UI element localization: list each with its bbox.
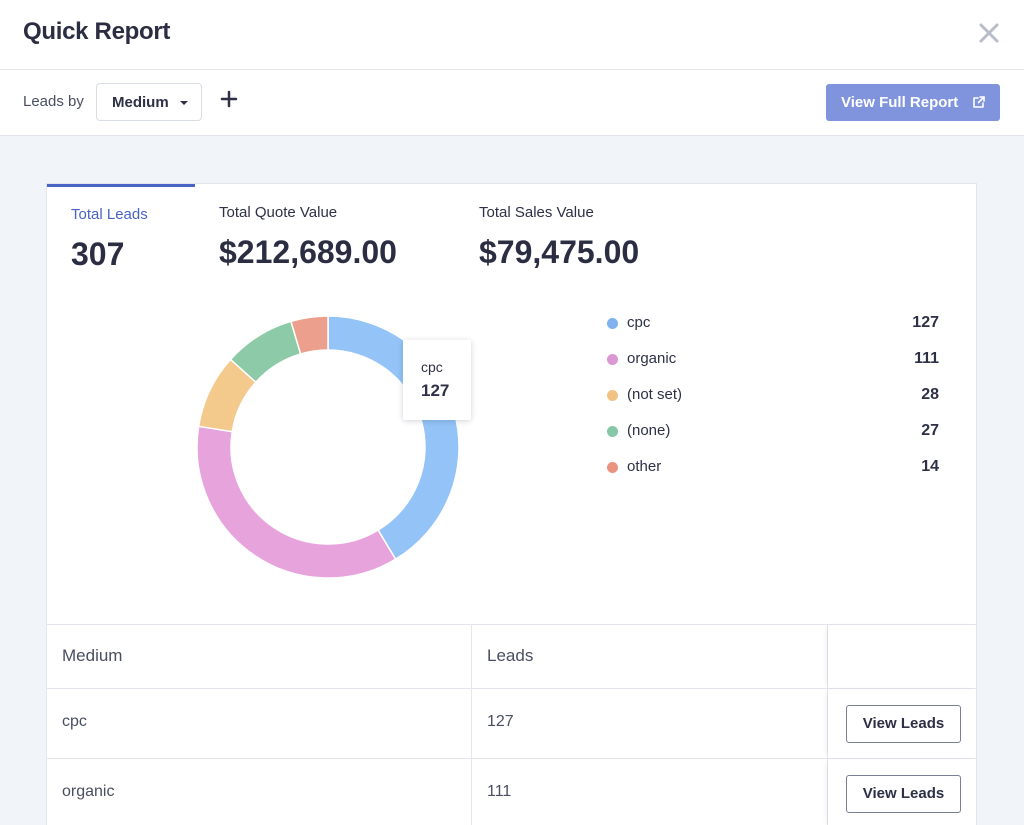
legend-item[interactable]: (not set) 28 [605,385,939,407]
legend-label: (not set) [627,386,683,403]
tab-label: Total Leads [71,206,148,223]
external-link-icon [972,95,986,109]
tab-value: $212,689.00 [219,234,397,270]
view-leads-button[interactable]: View Leads [846,705,961,743]
table-cell-action: View Leads [828,689,976,758]
medium-value: organic [62,783,115,800]
close-icon[interactable] [976,20,1002,46]
tab-label: Total Quote Value [219,204,338,221]
table-header-row: Medium Leads [47,625,976,689]
header-cell-medium: Medium [47,625,472,688]
legend-label: other [627,458,662,475]
column-header-medium: Medium [62,646,123,665]
caret-down-icon [180,101,188,105]
leads-by-label: Leads by [23,93,84,110]
leads-table: Medium Leads cpc 127 View Leads [47,624,976,825]
tab-value: 307 [71,236,125,272]
tooltip-label: cpc [421,359,443,375]
legend-value: 28 [921,386,939,403]
table-row: cpc 127 View Leads [47,689,976,759]
legend-value: 27 [921,422,939,439]
tooltip-value: 127 [421,381,450,400]
legend-item[interactable]: organic 111 [605,349,939,371]
legend-label: cpc [627,314,651,331]
legend-item[interactable]: (none) 27 [605,421,939,443]
legend-item[interactable]: cpc 127 [605,313,939,335]
legend-item[interactable]: other 14 [605,457,939,479]
dimension-dropdown-value: Medium [112,94,169,111]
add-icon[interactable] [219,89,239,109]
table-cell-medium: organic [47,759,472,825]
tab-total-quote-value[interactable]: Total Quote Value $212,689.00 [195,184,455,284]
medium-value: cpc [62,713,87,730]
tab-label: Total Sales Value [479,204,594,221]
legend-value: 127 [912,314,939,331]
leads-value: 127 [487,713,514,730]
legend-swatch [607,318,618,329]
chart-tooltip: cpc 127 [403,340,471,420]
table-row: organic 111 View Leads [47,759,976,825]
tab-total-leads[interactable]: Total Leads 307 [47,184,195,284]
report-card: Total Leads 307 Total Quote Value $212,6… [46,183,977,825]
dimension-dropdown[interactable]: Medium [96,83,202,121]
table-cell-leads: 111 [472,759,828,825]
table-cell-medium: cpc [47,689,472,758]
page-title: Quick Report [23,18,171,45]
modal-header: Quick Report [0,0,1024,70]
legend-value: 111 [914,350,939,367]
tab-value: $79,475.00 [479,234,640,270]
header-cell-actions [828,625,976,688]
column-header-leads: Leads [487,646,534,665]
legend-swatch [607,426,618,437]
view-full-report-label: View Full Report [841,94,959,111]
view-leads-button[interactable]: View Leads [846,775,961,813]
legend-label: organic [627,350,677,367]
report-content: Total Leads 307 Total Quote Value $212,6… [0,136,1024,825]
table-cell-leads: 127 [472,689,828,758]
view-full-report-button[interactable]: View Full Report [826,84,1000,121]
header-cell-leads: Leads [472,625,828,688]
legend-label: (none) [627,422,671,439]
toolbar: Leads by Medium View Full Report [0,70,1024,136]
legend-swatch [607,462,618,473]
legend-swatch [607,354,618,365]
table-cell-action: View Leads [828,759,976,825]
tab-total-sales-value[interactable]: Total Sales Value $79,475.00 [455,184,715,284]
donut-slice-other[interactable] [290,316,329,355]
legend-value: 14 [921,458,939,475]
legend-swatch [607,390,618,401]
donut-slice-organic[interactable] [197,425,397,578]
leads-value: 111 [487,783,512,800]
